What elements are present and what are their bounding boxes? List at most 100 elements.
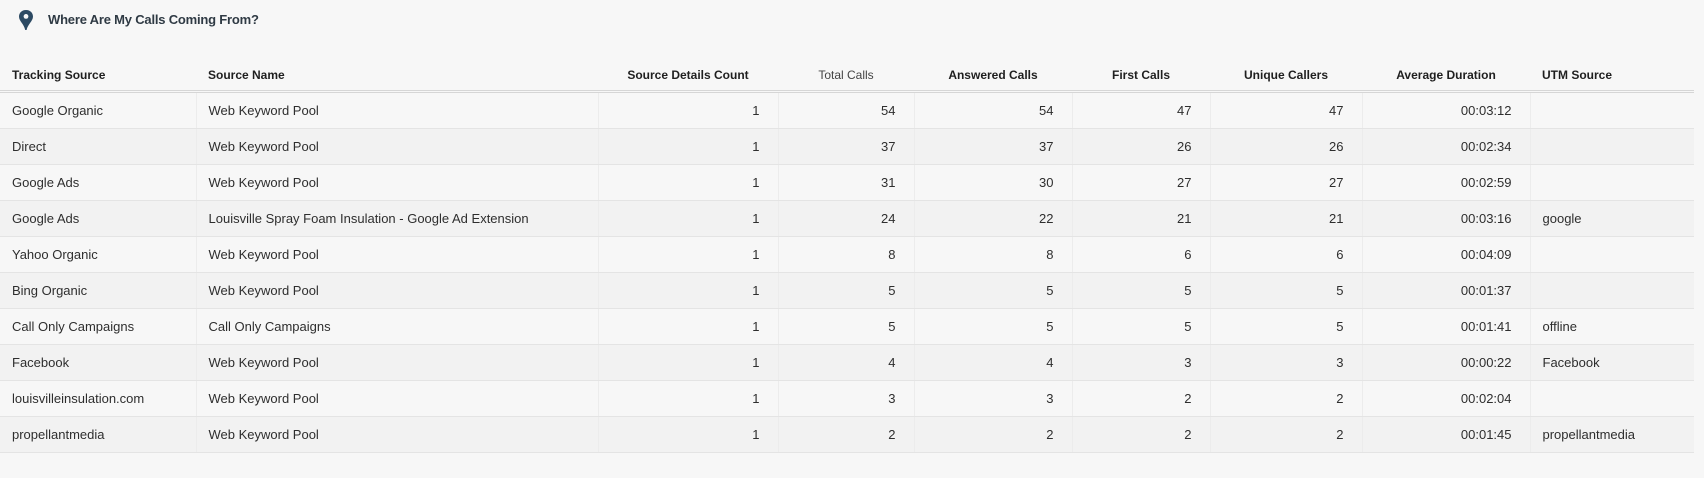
map-pin-icon <box>18 9 34 31</box>
cell-unique-callers: 3 <box>1210 344 1363 381</box>
column-header-first-calls[interactable]: First Calls <box>1072 60 1210 93</box>
widget-header: Where Are My Calls Coming From? <box>0 0 1704 44</box>
cell-first-calls: 2 <box>1072 380 1211 417</box>
cell-source-name: Web Keyword Pool <box>196 380 599 417</box>
cell-answered-calls: 22 <box>914 200 1073 237</box>
cell-unique-callers: 5 <box>1210 308 1363 345</box>
cell-utm-source: google <box>1530 200 1694 237</box>
cell-first-calls: 26 <box>1072 128 1211 165</box>
table-row: propellantmedia Web Keyword Pool 1 2 2 2 2 00:0… <box>0 416 1694 453</box>
column-header-unique-callers[interactable]: Unique Callers <box>1210 60 1362 93</box>
cell-tracking-source: Google Organic <box>0 91 197 129</box>
cell-tracking-source: louisvilleinsulation.com <box>0 380 197 417</box>
cell-source-name: Web Keyword Pool <box>196 344 599 381</box>
column-header-tracking-source[interactable]: Tracking Source <box>0 60 196 93</box>
column-header-total-calls[interactable]: Total Calls <box>778 60 914 93</box>
table-row: Bing Organic Web Keyword Pool 1 5 5 5 5 00:01:3… <box>0 272 1694 309</box>
cell-tracking-source: Bing Organic <box>0 272 197 309</box>
cell-tracking-source: Facebook <box>0 344 197 381</box>
cell-first-calls: 2 <box>1072 416 1211 453</box>
cell-total-calls: 3 <box>778 380 915 417</box>
cell-utm-source <box>1530 236 1694 273</box>
cell-utm-source <box>1530 164 1694 201</box>
cell-utm-source <box>1530 128 1694 165</box>
cell-average-duration: 00:02:59 <box>1362 164 1531 201</box>
cell-source-details-count: 1 <box>598 416 779 453</box>
cell-answered-calls: 54 <box>914 91 1073 129</box>
table-row: Direct Web Keyword Pool 1 37 37 26 26 00:02:34 <box>0 128 1694 165</box>
cell-answered-calls: 4 <box>914 344 1073 381</box>
widget-title: Where Are My Calls Coming From? <box>48 12 259 27</box>
cell-source-details-count: 1 <box>598 272 779 309</box>
cell-first-calls: 47 <box>1072 91 1211 129</box>
cell-total-calls: 2 <box>778 416 915 453</box>
cell-utm-source <box>1530 380 1694 417</box>
cell-source-details-count: 1 <box>598 91 779 129</box>
cell-tracking-source: Google Ads <box>0 200 197 237</box>
cell-first-calls: 3 <box>1072 344 1211 381</box>
cell-answered-calls: 2 <box>914 416 1073 453</box>
table-row: Call Only Campaigns Call Only Campaigns 1 5… <box>0 308 1694 345</box>
cell-source-name: Call Only Campaigns <box>196 308 599 345</box>
cell-unique-callers: 21 <box>1210 200 1363 237</box>
cell-source-name: Web Keyword Pool <box>196 164 599 201</box>
cell-answered-calls: 5 <box>914 272 1073 309</box>
table-row: Yahoo Organic Web Keyword Pool 1 8 8 6 6 00:04:… <box>0 236 1694 273</box>
cell-source-details-count: 1 <box>598 308 779 345</box>
cell-average-duration: 00:01:37 <box>1362 272 1531 309</box>
cell-utm-source: propellantmedia <box>1530 416 1694 453</box>
cell-source-details-count: 1 <box>598 128 779 165</box>
table-row: Google Organic Web Keyword Pool 1 54 54 47 47 0… <box>0 91 1694 129</box>
cell-average-duration: 00:01:45 <box>1362 416 1531 453</box>
cell-average-duration: 00:01:41 <box>1362 308 1531 345</box>
cell-tracking-source: Google Ads <box>0 164 197 201</box>
cell-answered-calls: 37 <box>914 128 1073 165</box>
cell-average-duration: 00:02:34 <box>1362 128 1531 165</box>
cell-first-calls: 5 <box>1072 308 1211 345</box>
cell-source-name: Web Keyword Pool <box>196 128 599 165</box>
cell-first-calls: 21 <box>1072 200 1211 237</box>
column-header-source-name[interactable]: Source Name <box>196 60 598 93</box>
column-header-source-details-count[interactable]: Source Details Count <box>598 60 778 93</box>
cell-source-name: Louisville Spray Foam Insulation - Googl… <box>196 200 599 237</box>
table-row: Google Ads Louisville Spray Foam Insulati… <box>0 200 1694 237</box>
cell-source-details-count: 1 <box>598 200 779 237</box>
cell-unique-callers: 26 <box>1210 128 1363 165</box>
cell-source-details-count: 1 <box>598 344 779 381</box>
cell-unique-callers: 2 <box>1210 416 1363 453</box>
table-row: Facebook Web Keyword Pool 1 4 4 3 3 00:00:22 Fac… <box>0 344 1694 381</box>
cell-total-calls: 5 <box>778 308 915 345</box>
cell-average-duration: 00:03:12 <box>1362 91 1531 129</box>
cell-total-calls: 24 <box>778 200 915 237</box>
cell-first-calls: 5 <box>1072 272 1211 309</box>
table-row: Google Ads Web Keyword Pool 1 31 30 27 27 00:02… <box>0 164 1694 201</box>
cell-unique-callers: 47 <box>1210 91 1363 129</box>
cell-source-name: Web Keyword Pool <box>196 236 599 273</box>
calls-table: Tracking Source Source Name Source Detai… <box>0 60 1694 453</box>
cell-unique-callers: 5 <box>1210 272 1363 309</box>
cell-source-details-count: 1 <box>598 236 779 273</box>
cell-answered-calls: 5 <box>914 308 1073 345</box>
cell-answered-calls: 3 <box>914 380 1073 417</box>
cell-source-name: Web Keyword Pool <box>196 91 599 129</box>
cell-total-calls: 54 <box>778 91 915 129</box>
cell-first-calls: 6 <box>1072 236 1211 273</box>
cell-source-name: Web Keyword Pool <box>196 416 599 453</box>
cell-total-calls: 31 <box>778 164 915 201</box>
cell-average-duration: 00:00:22 <box>1362 344 1531 381</box>
cell-unique-callers: 6 <box>1210 236 1363 273</box>
cell-answered-calls: 8 <box>914 236 1073 273</box>
cell-total-calls: 8 <box>778 236 915 273</box>
cell-source-details-count: 1 <box>598 380 779 417</box>
column-header-average-duration[interactable]: Average Duration <box>1362 60 1530 93</box>
column-header-answered-calls[interactable]: Answered Calls <box>914 60 1072 93</box>
cell-source-details-count: 1 <box>598 164 779 201</box>
column-header-utm-source[interactable]: UTM Source <box>1530 60 1694 93</box>
cell-answered-calls: 30 <box>914 164 1073 201</box>
cell-total-calls: 4 <box>778 344 915 381</box>
cell-source-name: Web Keyword Pool <box>196 272 599 309</box>
cell-average-duration: 00:02:04 <box>1362 380 1531 417</box>
cell-total-calls: 5 <box>778 272 915 309</box>
cell-tracking-source: Call Only Campaigns <box>0 308 197 345</box>
